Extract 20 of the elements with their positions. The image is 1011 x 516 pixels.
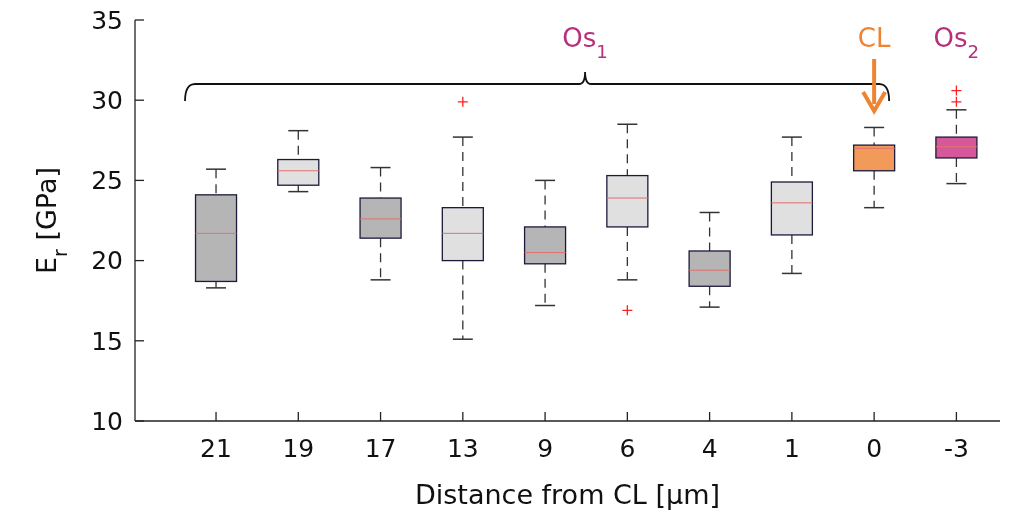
y-tick-label: 30 xyxy=(91,85,123,115)
y-tick-label: 15 xyxy=(91,326,123,356)
x-axis-title: Distance from CL [µm] xyxy=(414,479,721,510)
x-tick-label: 21 xyxy=(200,434,232,463)
x-tick-label: 0 xyxy=(866,434,883,463)
x-tick-label: 4 xyxy=(701,434,718,463)
x-tick-label: 9 xyxy=(537,434,554,463)
x-tick-label: -3 xyxy=(943,434,969,463)
annotation: Os$_{2}$ xyxy=(933,23,980,62)
y-tick-label: 35 xyxy=(91,5,123,35)
y-tick-label: 20 xyxy=(91,246,123,276)
annotation: CL xyxy=(857,23,891,53)
x-tick-label: 1 xyxy=(783,434,800,463)
x-tick-label: 19 xyxy=(282,434,315,463)
x-tick-label: 17 xyxy=(364,434,397,463)
x-tick-label: 6 xyxy=(619,434,636,463)
x-tick-label: 13 xyxy=(446,434,479,463)
y-tick-label: 25 xyxy=(91,166,123,196)
annotation: Os$_{1}$ xyxy=(562,23,608,62)
y-tick-label: 10 xyxy=(91,406,123,436)
